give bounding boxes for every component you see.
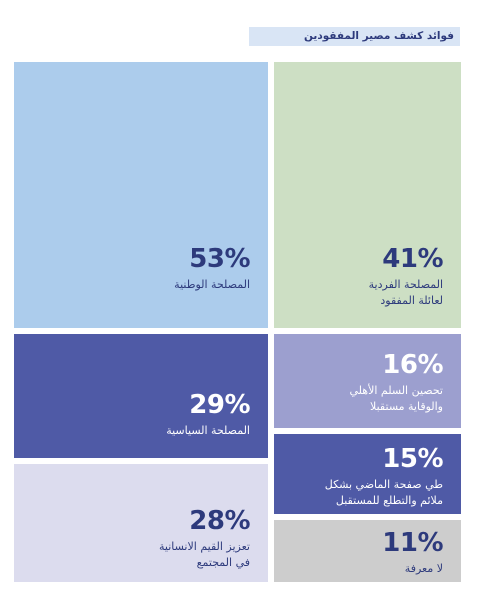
treemap-tile: 41% المصلحة الفردية لعائلة المفقود bbox=[274, 62, 461, 328]
treemap-tile: 11% لا معرفة bbox=[274, 520, 461, 582]
tile-label: المصلحة السياسية bbox=[166, 424, 250, 437]
tile-label: تحصين السلم الأهلي والوقاية مستقبلا bbox=[349, 384, 443, 413]
treemap-tile: 15% طي صفحة الماضي بشكل ملائم والتطلع للم… bbox=[274, 434, 461, 514]
tile-value: 15% bbox=[382, 444, 443, 474]
tile-value: 41% bbox=[382, 244, 443, 274]
treemap-tile: 29% المصلحة السياسية bbox=[14, 334, 268, 458]
tile-label: طي صفحة الماضي بشكل ملائم والتطلع للمستق… bbox=[324, 478, 443, 507]
chart-title: فوائد كشف مصير المفقودين bbox=[249, 27, 460, 46]
treemap-tile: 16% تحصين السلم الأهلي والوقاية مستقبلا bbox=[274, 334, 461, 428]
treemap-tile: 53% المصلحة الوطنية bbox=[14, 62, 268, 328]
tile-label: لا معرفة bbox=[404, 562, 443, 575]
tile-label: المصلحة الفردية لعائلة المفقود bbox=[368, 278, 443, 307]
tile-label: المصلحة الوطنية bbox=[174, 278, 250, 291]
tile-value: 16% bbox=[382, 350, 443, 380]
tile-label: تعزيز القيم الانسانية في المجتمع bbox=[158, 540, 250, 569]
tile-value: 29% bbox=[189, 390, 250, 420]
treemap-tile: 28% تعزيز القيم الانسانية في المجتمع bbox=[14, 464, 268, 582]
tile-value: 28% bbox=[189, 506, 250, 536]
tile-value: 53% bbox=[189, 244, 250, 274]
tile-value: 11% bbox=[382, 528, 443, 558]
